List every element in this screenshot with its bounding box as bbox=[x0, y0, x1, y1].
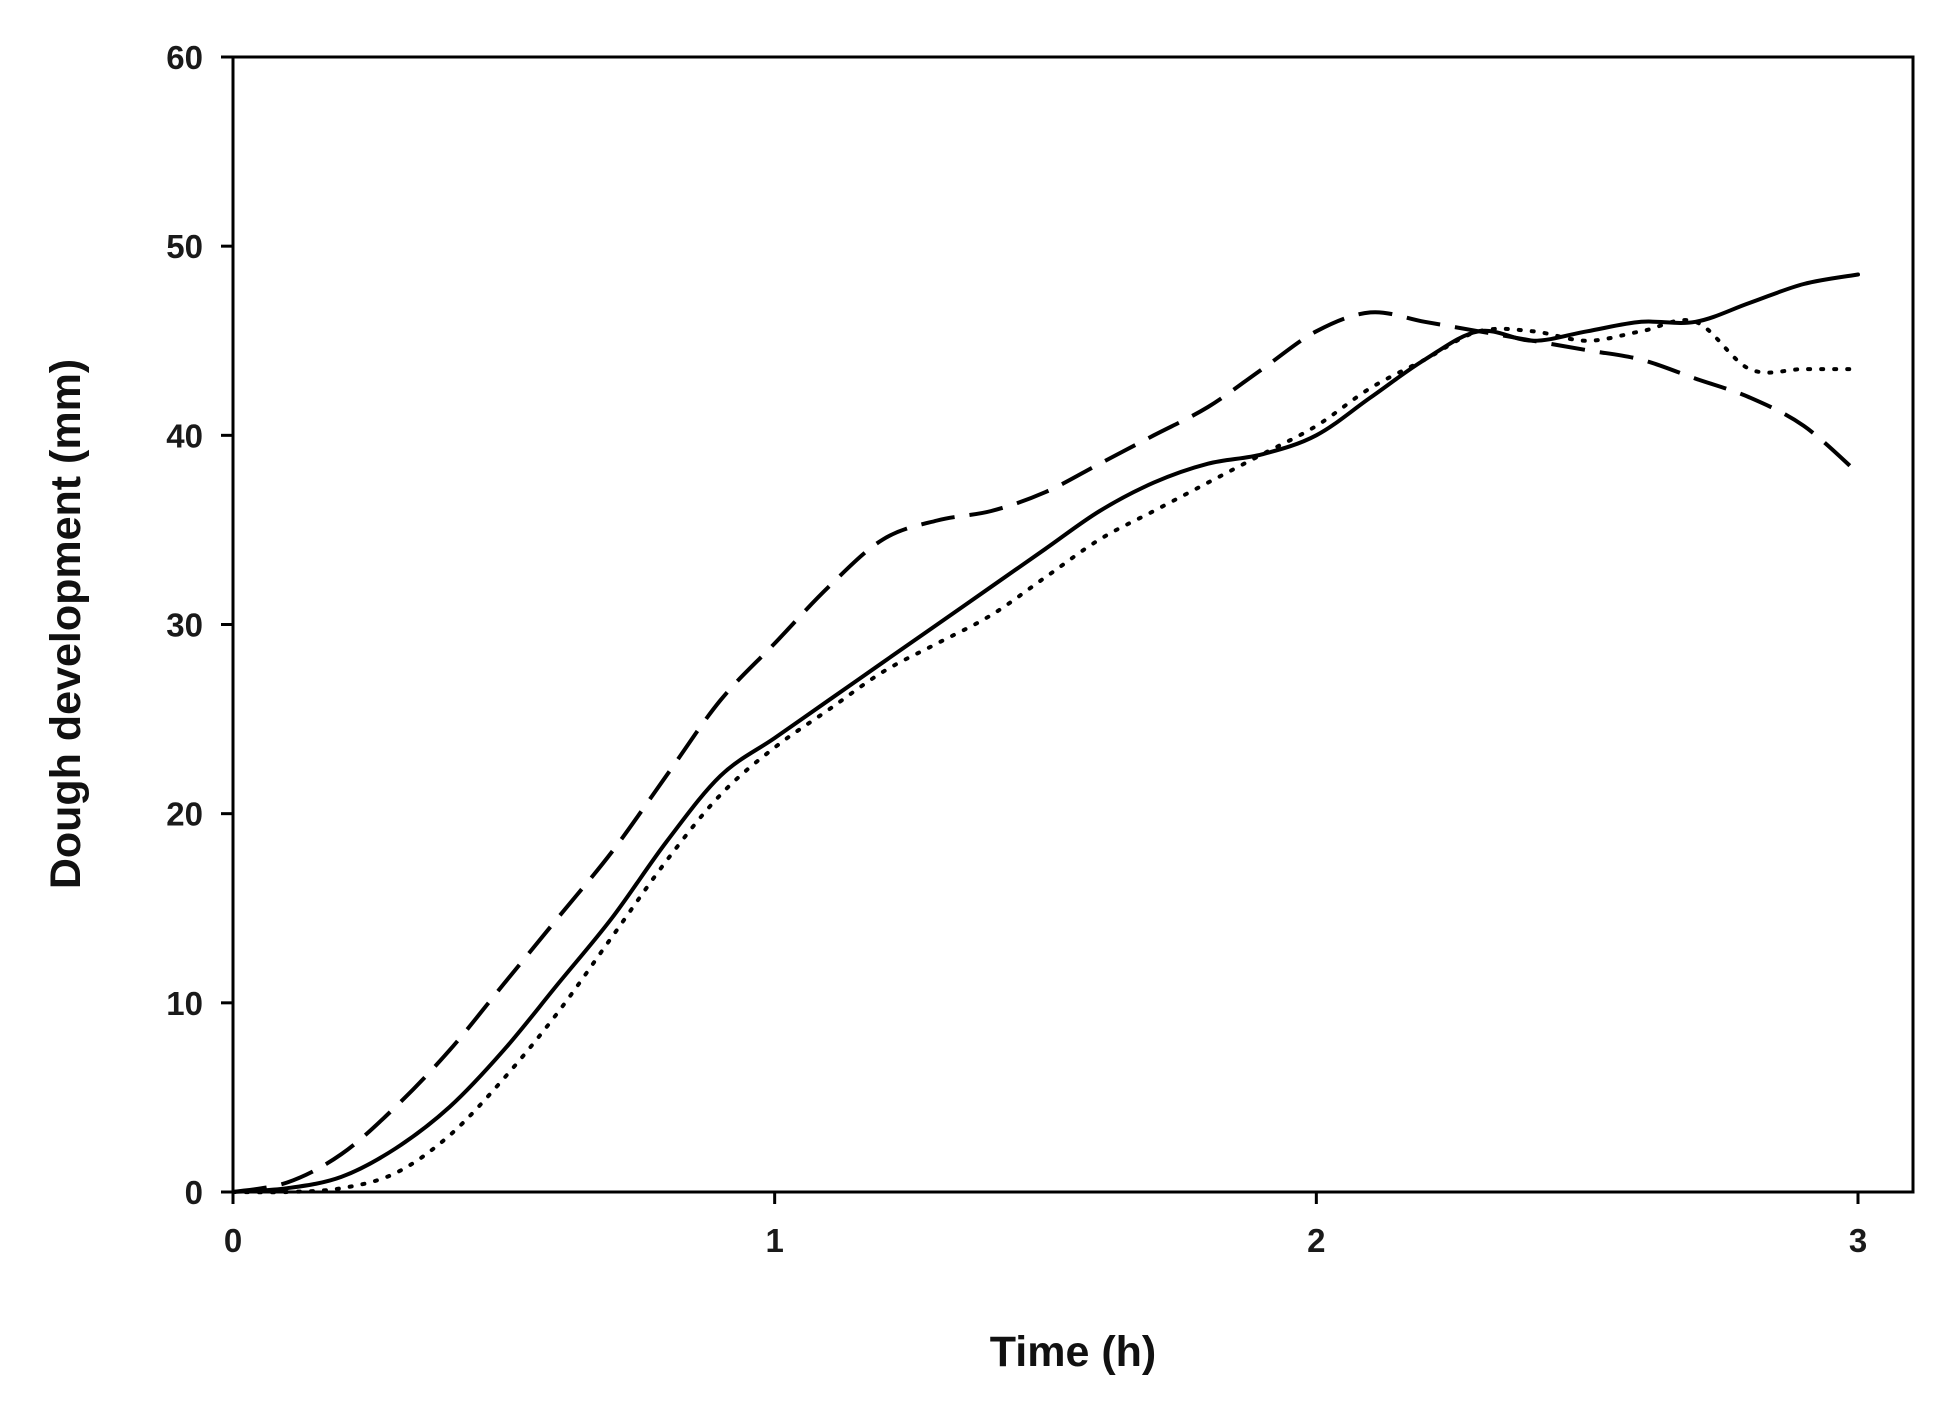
plot-area bbox=[231, 55, 1915, 1194]
y-tick-label: 60 bbox=[166, 39, 203, 76]
x-tick-label: 1 bbox=[765, 1222, 783, 1259]
y-tick-label: 0 bbox=[185, 1174, 203, 1211]
series-line-solid bbox=[231, 272, 1860, 1194]
x-axis: 0 1 2 3 bbox=[224, 1192, 1867, 1259]
x-tick-label: 0 bbox=[224, 1222, 242, 1259]
x-tick-label: 3 bbox=[1849, 1222, 1867, 1259]
series-line-dashed bbox=[232, 310, 1860, 1194]
series-line-dotted bbox=[231, 318, 1860, 1195]
x-axis-title: Time (h) bbox=[990, 1328, 1156, 1376]
y-tick-label: 40 bbox=[166, 417, 203, 454]
y-tick-label: 30 bbox=[166, 607, 203, 644]
y-tick-label: 10 bbox=[166, 985, 203, 1022]
series-layer bbox=[231, 272, 1860, 1195]
y-axis: 0 10 20 30 40 50 60 bbox=[166, 39, 233, 1211]
y-tick-label: 50 bbox=[166, 228, 203, 265]
x-tick-label: 2 bbox=[1307, 1222, 1325, 1259]
y-axis-title: Dough development (mm) bbox=[42, 359, 90, 889]
y-tick-label: 20 bbox=[166, 796, 203, 833]
